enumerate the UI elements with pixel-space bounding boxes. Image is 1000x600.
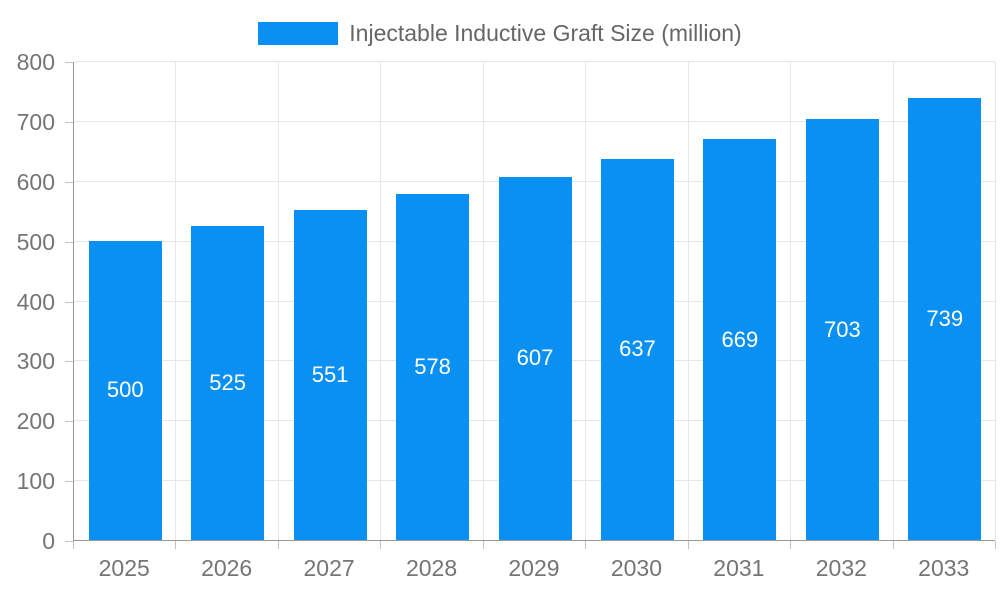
v-gridline — [687, 62, 689, 540]
y-tick-label: 100 — [16, 468, 55, 495]
h-gridline — [74, 61, 995, 62]
y-tick-mark — [65, 241, 73, 243]
bar-2026: 525 — [191, 225, 265, 540]
y-tick-label: 400 — [16, 288, 55, 315]
bar-value-label: 525 — [209, 369, 247, 395]
y-tick-mark — [65, 541, 73, 542]
v-gridline — [175, 62, 177, 540]
v-gridline — [482, 62, 484, 540]
y-tick-mark — [65, 62, 73, 63]
x-tick-label: 2028 — [405, 555, 458, 581]
x-tick-mark — [790, 541, 792, 549]
y-tick-label: 300 — [16, 348, 55, 375]
v-gridline — [790, 62, 792, 540]
y-tick-label: 600 — [16, 168, 55, 195]
v-gridline — [277, 62, 279, 540]
legend-label: Injectable Inductive Graft Size (million… — [349, 20, 742, 46]
y-tick-mark — [65, 301, 73, 303]
bar-value-label: 637 — [619, 336, 656, 362]
x-tick-label: 2033 — [918, 555, 970, 581]
x-tick-mark — [380, 541, 382, 549]
y-tick-mark — [65, 421, 73, 423]
bar-value-label: 669 — [721, 326, 759, 352]
bar-value-label: 739 — [926, 305, 964, 331]
bar-2030: 637 — [600, 158, 674, 540]
v-gridline — [892, 62, 894, 540]
y-tick-label: 200 — [16, 408, 55, 435]
x-tick-label: 2030 — [610, 555, 663, 581]
x-tick-mark — [585, 541, 587, 549]
bar-2025: 500 — [88, 240, 162, 540]
legend-swatch — [258, 22, 339, 45]
v-gridline — [585, 62, 587, 540]
x-tick-mark — [73, 541, 74, 549]
bar-value-label: 578 — [414, 353, 451, 379]
x-tick-mark — [175, 541, 177, 549]
chart-legend[interactable]: Injectable Inductive Graft Size (million… — [0, 20, 1000, 47]
x-tick-mark — [687, 541, 689, 549]
y-tick-label: 800 — [16, 49, 55, 75]
h-gridline — [74, 120, 995, 122]
y-tick-mark — [65, 361, 73, 363]
x-tick-label: 2031 — [713, 555, 765, 581]
x-tick-mark — [277, 541, 279, 549]
x-tick-mark — [482, 541, 484, 549]
y-tick-mark — [65, 121, 73, 123]
x-tick-label: 2025 — [98, 555, 150, 581]
bar-2032: 703 — [805, 119, 879, 540]
plot-area: 500 525 551 578 607 637 669 703 739 — [73, 61, 996, 541]
x-tick-mark — [995, 541, 996, 549]
bar-2029: 607 — [498, 176, 572, 540]
y-tick-mark — [65, 181, 73, 183]
x-tick-label: 2027 — [303, 555, 355, 581]
v-gridline — [380, 62, 382, 540]
v-gridline — [995, 62, 996, 540]
bar-2028: 578 — [396, 193, 470, 540]
x-tick-label: 2026 — [201, 555, 253, 581]
bar-value-label: 500 — [106, 377, 144, 403]
x-tick-label: 2032 — [815, 555, 867, 581]
bar-2031: 669 — [703, 139, 777, 540]
bar-value-label: 551 — [311, 362, 349, 388]
y-tick-label: 700 — [16, 108, 55, 135]
bar-value-label: 607 — [516, 345, 554, 371]
y-tick-label: 0 — [42, 528, 55, 554]
y-tick-mark — [65, 481, 73, 483]
bar-value-label: 703 — [823, 316, 861, 342]
y-tick-label: 500 — [16, 228, 55, 255]
bar-2027: 551 — [293, 210, 367, 540]
x-tick-mark — [892, 541, 894, 549]
x-tick-label: 2029 — [508, 555, 560, 581]
bar-2033: 739 — [908, 97, 982, 540]
